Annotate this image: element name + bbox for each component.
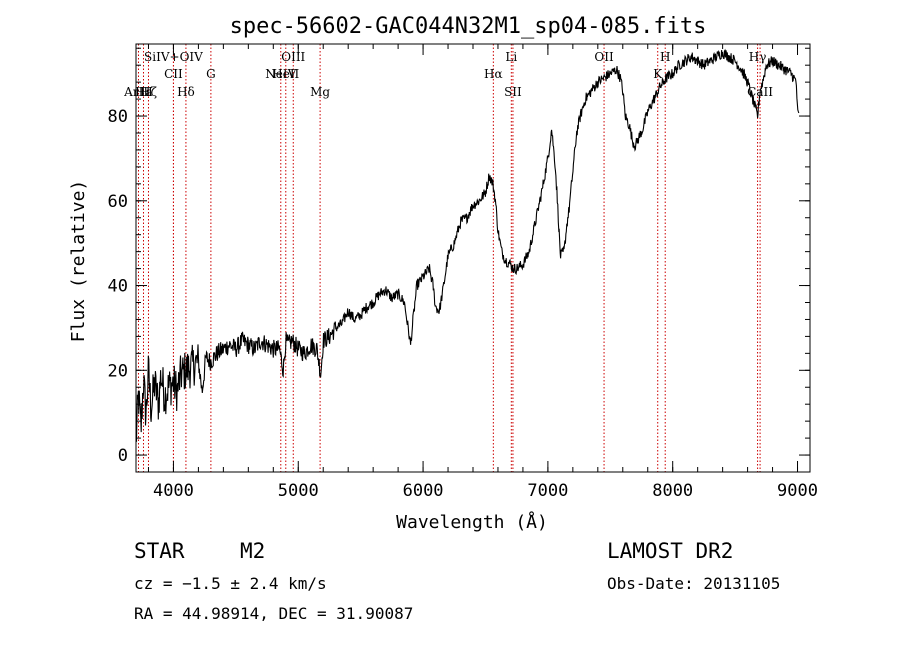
spectrum-series-layer bbox=[135, 48, 800, 442]
spectral-line-label-13: SII bbox=[504, 85, 522, 99]
obs-date-label: Obs-Date: 20131105 bbox=[607, 574, 780, 593]
spectral-line-label-1: Hε bbox=[135, 85, 152, 99]
spectral-line-label-3: SiIV+OIV bbox=[144, 50, 203, 64]
plot-border bbox=[135, 43, 811, 473]
y-tick-label-0: 0 bbox=[118, 446, 128, 466]
spectral-line-label-5: Hδ bbox=[177, 85, 195, 99]
chart-title: spec-56602-GAC044N32M1_sp04-085.fits bbox=[230, 14, 707, 39]
spectral-line-label-14: OII bbox=[594, 50, 614, 64]
survey-label: LAMOST DR2 bbox=[607, 539, 733, 563]
x-tick-label-4: 8000 bbox=[652, 481, 693, 501]
spectral-line-label-6: G bbox=[206, 67, 216, 81]
spectral-lines-layer: ArIIIHεHζSiIV+OIVCIIHδGOIIINeIVHeIIMgLiH… bbox=[123, 44, 773, 472]
cz-label: cz = −1.5 ± 2.4 km/s bbox=[134, 574, 327, 593]
spectral-line-label-4: CII bbox=[164, 67, 183, 81]
spectral-line-label-12: Hα bbox=[484, 67, 503, 81]
x-tick-label-3: 7000 bbox=[527, 481, 568, 501]
axis-ticks: 4000 5000 6000 7000 8000 9000 0 20 40 60 80 bbox=[108, 44, 818, 501]
y-axis-label: Flux (relative) bbox=[68, 180, 89, 343]
spectral-line-label-11: Li bbox=[505, 50, 517, 64]
y-tick-label-4: 80 bbox=[108, 107, 128, 127]
spectral-line-label-10: Mg bbox=[310, 85, 330, 99]
spectral-line-label-16: H bbox=[660, 50, 670, 64]
subclass-label: M2 bbox=[240, 539, 265, 563]
object-class-label: STAR bbox=[134, 539, 185, 563]
x-axis-label: Wavelength (Å) bbox=[396, 511, 548, 533]
x-tick-label-1: 5000 bbox=[278, 481, 319, 501]
y-tick-label-1: 20 bbox=[108, 361, 128, 381]
y-tick-label-2: 40 bbox=[108, 277, 128, 297]
spectral-line-label-15: K bbox=[653, 67, 663, 81]
plot-frame bbox=[135, 43, 811, 473]
x-tick-label-0: 4000 bbox=[153, 481, 194, 501]
spectral-line-label-9: HeII bbox=[272, 67, 299, 81]
coords-label: RA = 44.98914, DEC = 31.90087 bbox=[134, 604, 413, 623]
x-tick-label-2: 6000 bbox=[403, 481, 444, 501]
x-tick-label-5: 9000 bbox=[777, 481, 818, 501]
y-tick-label-3: 60 bbox=[108, 192, 128, 212]
spectral-line-label-17: Hγ bbox=[749, 50, 767, 64]
spectrum-line-0 bbox=[135, 48, 800, 442]
spectral-line-label-0: ArIII bbox=[123, 85, 153, 99]
spectral-line-label-8: NeIV bbox=[265, 67, 296, 81]
spectral-line-label-2: Hζ bbox=[140, 85, 157, 99]
spectral-line-label-7: OIII bbox=[281, 50, 305, 64]
